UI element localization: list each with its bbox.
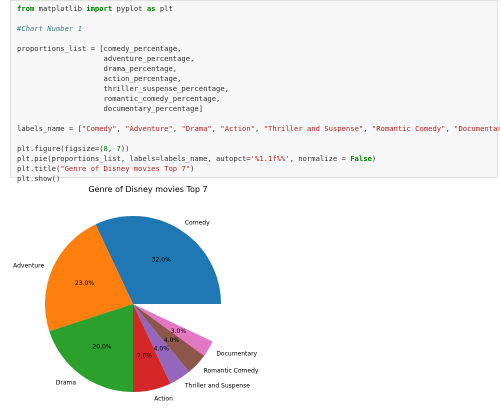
pie-slice-romantic-comedy [133, 304, 205, 372]
pie-chart: Genre of Disney movies Top 7 32.0% 23.0% 2… [13, 185, 259, 402]
pie-slice-documentary [133, 304, 213, 356]
code-line-proportions-1: adventure_percentage, [17, 54, 195, 63]
pie-category-label: Thriller and Suspense [184, 383, 250, 390]
pie-percent-label: 4.0% [164, 337, 180, 344]
module-name: matplotlib [34, 4, 87, 13]
keyword-import: import [86, 4, 113, 13]
code-line-proportions-2: drama_percentage, [17, 64, 178, 73]
pie-percent-labels: 32.0%23.0%20.0%7.0%4.0%4.0%3.0% [75, 256, 186, 359]
code-line-import: from matplotlib import pyplot as plt [17, 4, 497, 14]
code-line-proportions-3: action_percentage, [17, 74, 182, 83]
code-line-figure: plt.figure(figsize=(8, 7)) [17, 144, 130, 153]
code-line-proportions-0: proportions_list = [comedy_percentage, [17, 44, 182, 53]
code-line-pie: plt.pie(proportions_list, labels=labels_… [17, 154, 377, 163]
pie-percent-label: 7.0% [137, 353, 153, 360]
pie-percent-label: 4.0% [154, 346, 170, 353]
pie-slice-thriller-and-suspense [133, 304, 190, 384]
keyword-from: from [17, 4, 35, 13]
output-area: Genre of Disney movies Top 7 32.0% 23.0% 2… [0, 178, 500, 416]
pie-category-label: Comedy [185, 219, 210, 226]
pie-percent-label: 3.0% [171, 328, 187, 335]
code-cell[interactable]: from matplotlib import pyplot as plt #Ch… [10, 0, 500, 183]
pie-category-labels: Comedy Adventure Drama Action Thriller and S… [13, 219, 259, 402]
pie-slice-adventure [45, 224, 134, 332]
code-comment: #Chart Number 1 [17, 24, 82, 33]
pie-percent-label: 23.0% [75, 280, 94, 287]
code-line-show: plt.show() [17, 174, 61, 183]
pie-category-label: Documentary [216, 350, 257, 357]
code-line-proportions-5: romantic_comedy_percentage, [17, 94, 221, 103]
code-line-labels: labels_name = ["Comedy", "Adventure", "D… [17, 124, 500, 133]
chart-title: Genre of Disney movies Top 7 [88, 185, 207, 194]
code-line-title: plt.title("Genre of Disney movies Top 7"… [17, 164, 195, 173]
alias-name: plt [155, 4, 173, 13]
code-line-proportions-6: documentary_percentage] [17, 104, 204, 113]
pie-percent-label: 32.0% [152, 256, 171, 263]
pie-category-label: Action [154, 395, 173, 402]
import-name: pyplot [112, 4, 147, 13]
pie-category-label: Adventure [13, 263, 44, 270]
keyword-as: as [146, 4, 156, 13]
pie-category-label: Drama [56, 379, 77, 386]
pie-percent-label: 20.0% [92, 344, 111, 351]
pie-category-label: Romantic Comedy [204, 367, 259, 374]
pie-slice-comedy [95, 216, 221, 304]
pie-slice-action [133, 304, 171, 392]
code-line-proportions-4: thriller_suspense_percentage, [17, 84, 230, 93]
pie-slice-drama [49, 304, 134, 392]
pie-slices [45, 216, 221, 392]
